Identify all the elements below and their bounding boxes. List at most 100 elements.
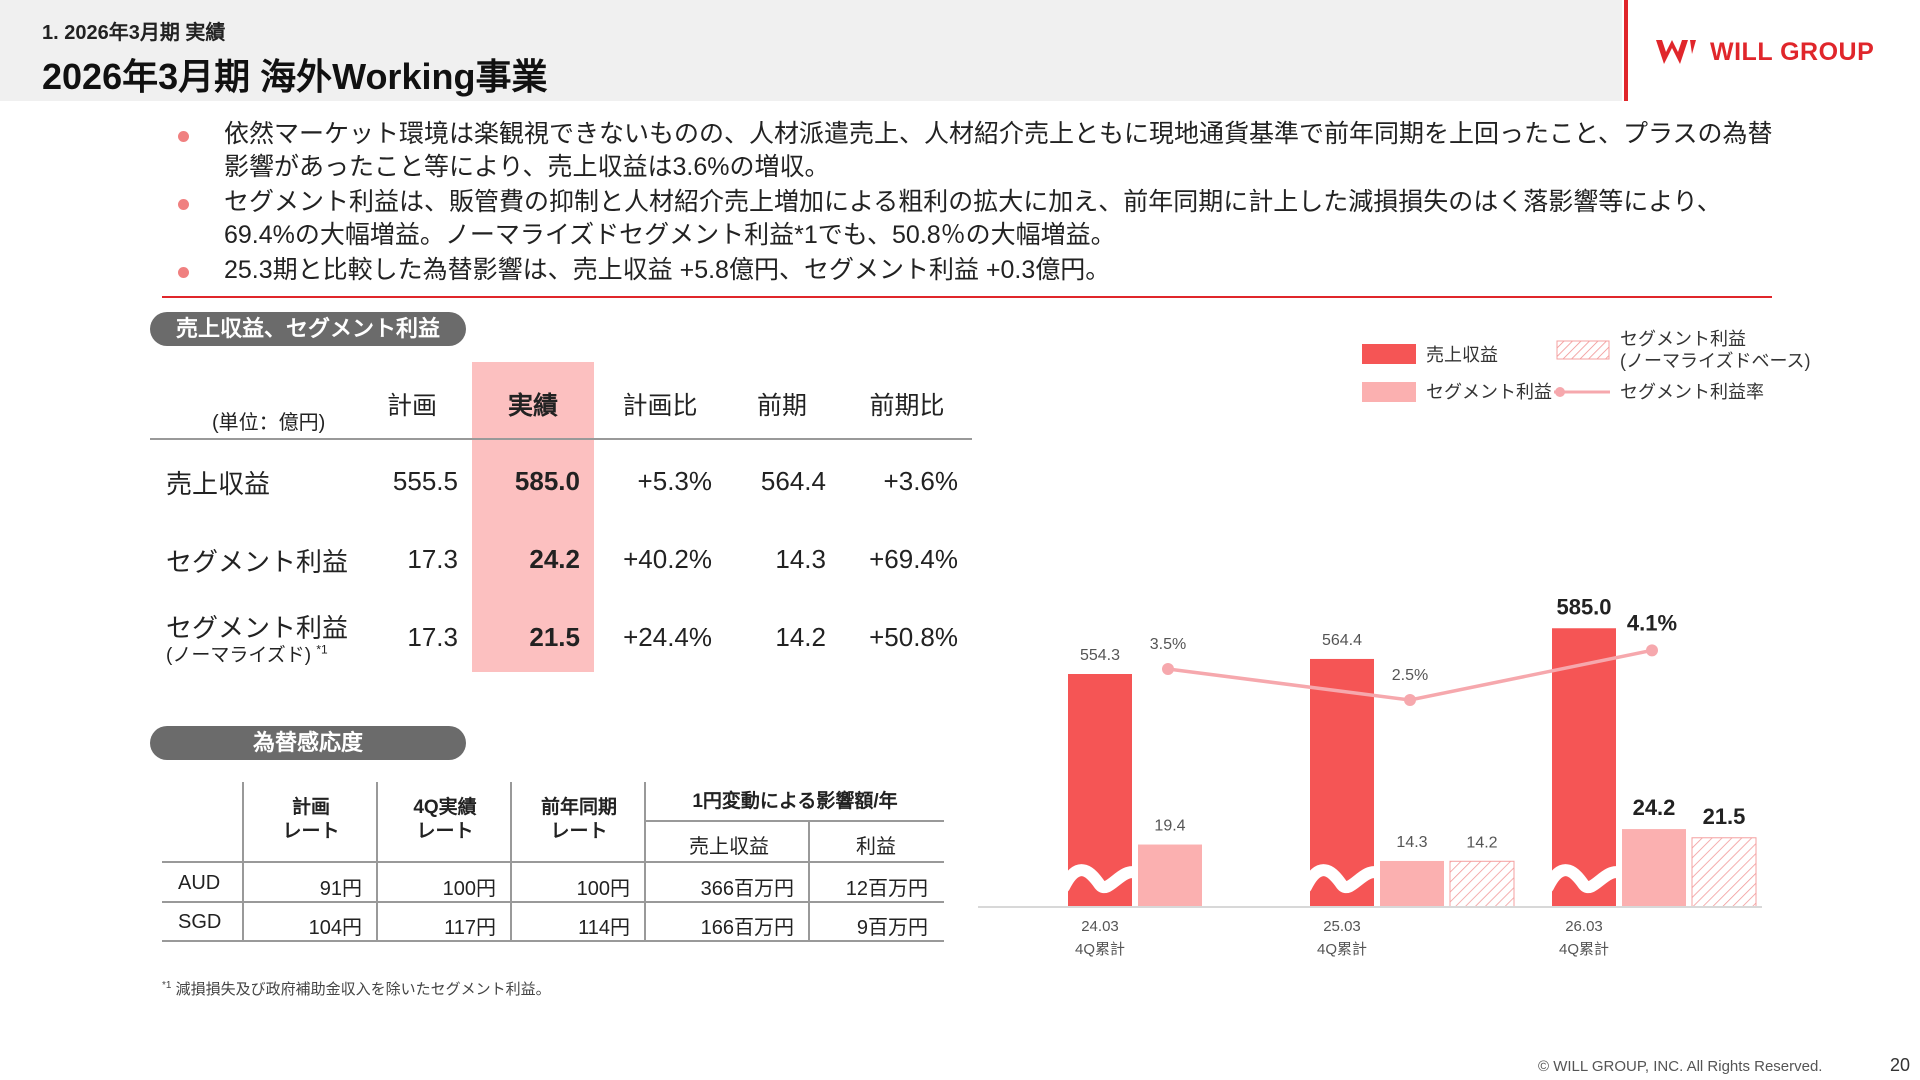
bullet-dot-icon [178, 267, 189, 278]
fx-header-plan-rate: 計画 レート [246, 796, 376, 844]
cell-plan: 17.3 [407, 544, 458, 574]
fx-header-impact: 1円変動による影響額/年 [692, 791, 898, 812]
legend-swatch-margin [1554, 387, 1610, 397]
fx-header-prev-rate: 前年同期 レート [514, 796, 644, 844]
fx-header-q4-rate: 4Q実績レート [380, 796, 510, 844]
header-bar: 1. 2026年3月期 実績 2026年3月期 海外Working事業 [0, 0, 1622, 101]
header-vs-prev: 前期比 [869, 392, 945, 420]
cell-vs-plan: +24.4% [623, 622, 712, 652]
category-label: 25.03 [1323, 918, 1361, 935]
cell-actual: 21.5 [529, 622, 580, 652]
legend-label-profit: セグメント利益 [1426, 382, 1552, 402]
cell-prev: 564.4 [760, 466, 826, 496]
fx-revenue-impact: 366百万円 [700, 878, 794, 900]
header-line: レート [282, 821, 340, 842]
unit-label: (単位：億円) [212, 412, 326, 434]
footnote-mark: *1 [162, 980, 172, 991]
margin-point [1404, 694, 1416, 706]
cell-prev: 14.2 [775, 622, 826, 652]
data-label-revenue: 554.3 [1080, 647, 1120, 664]
table-header-rule [150, 438, 972, 440]
fx-vline [376, 782, 378, 940]
fx-table-pill: 為替感応度 [150, 726, 466, 760]
fx-vline [242, 782, 244, 940]
header-line: レート [550, 821, 608, 842]
category-label: 4Q累計 [1075, 941, 1125, 958]
header-divider [1624, 0, 1628, 101]
sublabel-text: (ノーマライズド) [166, 645, 312, 666]
bullet-text: 依然マーケット環境は楽観視できないものの、人材派遣売上、人材紹介売上ともに現地通… [224, 120, 1773, 181]
data-label-margin: 3.5% [1150, 636, 1186, 653]
logo-text: WILL GROUP [1710, 38, 1875, 66]
cell-actual: 24.2 [529, 544, 580, 574]
axis-break-mark [1300, 864, 1384, 894]
legend-swatch-profit [1362, 382, 1416, 402]
bar-normalized-profit [1449, 860, 1515, 908]
footnote-text: 減損損失及び政府補助金収入を除いたセグメント利益。 [175, 981, 551, 998]
bullet-dot-icon [178, 131, 189, 142]
bar-normalized-profit [1691, 837, 1757, 908]
fx-vline [510, 782, 512, 940]
bar-segment-profit [1380, 860, 1444, 907]
fx-revenue-impact: 166百万円 [700, 917, 794, 939]
category-label: 4Q累計 [1317, 941, 1367, 958]
axis-break-mark [1058, 864, 1142, 894]
data-label-segment-profit: 14.3 [1396, 834, 1427, 851]
data-label-normalized-profit: 14.2 [1466, 834, 1497, 851]
category-label: 26.03 [1565, 918, 1603, 935]
category-label: 24.03 [1081, 918, 1119, 935]
legend-line: セグメント利益 [1620, 329, 1746, 349]
fx-rule [162, 901, 944, 903]
row-label-normalized: セグメント利益 [166, 613, 349, 643]
bullet-item: セグメント利益は、販管費の抑制と人材紹介売上増加による粗利の拡大に加え、前年同期… [178, 186, 1778, 252]
margin-point [1162, 663, 1174, 675]
fx-profit-impact: 12百万円 [845, 878, 928, 900]
section-divider [162, 296, 1772, 298]
bullet-text: セグメント利益は、販管費の抑制と人材紹介売上増加による粗利の拡大に加え、前年同期… [224, 188, 1722, 249]
row-label-revenue: 売上収益 [166, 469, 271, 499]
main-table-pill: 売上収益、セグメント利益 [150, 312, 466, 346]
legend-label-revenue: 売上収益 [1426, 345, 1498, 365]
cell-vs-plan: +40.2% [623, 544, 712, 574]
actual-column-highlight [472, 362, 594, 672]
data-label-segment-profit: 24.2 [1633, 795, 1676, 820]
cell-prev: 14.3 [775, 544, 826, 574]
footnote-mark: *1 [316, 642, 328, 657]
fx-plan-rate: 104円 [308, 917, 362, 939]
header-line: 前年同期 [540, 797, 617, 818]
data-label-normalized-profit: 21.5 [1703, 804, 1746, 829]
fx-prev-rate: 114円 [578, 917, 630, 939]
cell-vs-plan: +5.3% [637, 466, 712, 496]
page-title: 2026年3月期 海外Working事業 [42, 56, 548, 97]
header-prev: 前期 [756, 392, 807, 420]
fx-plan-rate: 91円 [319, 878, 362, 900]
header-line: 計画 [291, 797, 330, 818]
fx-profit-impact: 9百万円 [856, 917, 928, 939]
cell-plan: 555.5 [392, 466, 458, 496]
bullet-item: 25.3期と比較した為替影響は、売上収益 +5.8億円、セグメント利益 +0.3… [178, 254, 1778, 287]
fx-rule [162, 940, 944, 942]
cell-actual: 585.0 [514, 466, 580, 496]
header-line: レート [416, 821, 474, 842]
cell-plan: 17.3 [407, 622, 458, 652]
bullet-item: 依然マーケット環境は楽観視できないものの、人材派遣売上、人材紹介売上ともに現地通… [178, 118, 1778, 184]
fx-q4-rate: 100円 [442, 878, 496, 900]
fx-header-profit: 利益 [856, 836, 896, 858]
fx-header-revenue: 売上収益 [689, 836, 769, 858]
bar-revenue [1552, 628, 1616, 907]
section-label: 1. 2026年3月期 実績 [42, 22, 226, 44]
fx-currency: AUD [178, 872, 221, 894]
page-number: 20 [1890, 1055, 1911, 1075]
axis-break-mark [1542, 864, 1626, 894]
data-label-margin: 4.1% [1627, 610, 1677, 635]
fx-rule [162, 861, 944, 863]
data-label-margin: 2.5% [1392, 667, 1428, 684]
cell-vs-prev: +3.6% [883, 466, 958, 496]
fx-currency: SGD [178, 911, 222, 933]
fx-vline [808, 822, 810, 940]
header-line: 4Q実績 [413, 797, 477, 818]
row-label-segment-profit: セグメント利益 [166, 547, 349, 577]
footnote: *1 減損損失及び政府補助金収入を除いたセグメント利益。 [162, 978, 551, 999]
header-vs-plan: 計画比 [622, 392, 698, 420]
header-actual: 実績 [507, 392, 558, 420]
